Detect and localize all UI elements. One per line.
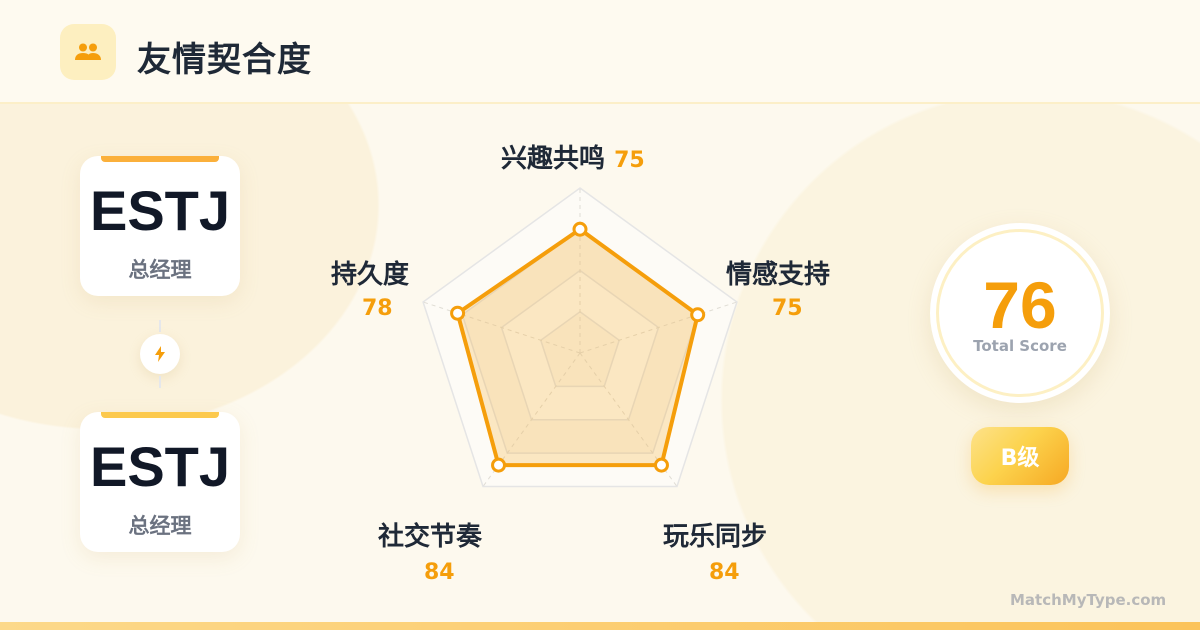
score-ring — [936, 229, 1104, 397]
card-accent — [101, 156, 219, 162]
connector-line — [159, 376, 161, 388]
mbti-role: 总经理 — [128, 514, 192, 538]
person-card-1: ESTJ 总经理 — [80, 156, 240, 296]
total-score-label: Total Score — [973, 337, 1067, 355]
axis-value: 75 — [772, 296, 803, 321]
header: 友情契合度 — [0, 0, 1200, 104]
total-score-badge: 76 Total Score — [930, 223, 1110, 403]
data-point — [450, 305, 466, 321]
brand-watermark: MatchMyType.com — [1010, 591, 1167, 609]
data-point — [690, 307, 706, 323]
axis-label: 兴趣共鸣 75 — [501, 144, 645, 174]
grade-badge: B级 — [971, 427, 1069, 485]
card-accent — [101, 412, 219, 418]
lightning-icon — [140, 334, 180, 374]
grid-axis — [579, 301, 738, 354]
data-point — [491, 457, 507, 473]
axis-value: 84 — [424, 560, 455, 585]
axis-value: 78 — [362, 296, 393, 321]
mbti-type: ESTJ — [89, 179, 231, 242]
data-point — [572, 221, 588, 237]
mbti-role: 总经理 — [128, 258, 192, 282]
page-title: 友情契合度 — [137, 40, 312, 80]
axis-value: 84 — [709, 560, 740, 585]
mbti-type: ESTJ — [89, 435, 231, 498]
bottom-bar — [0, 622, 1200, 630]
total-score: 76 — [983, 268, 1057, 342]
grid-axis — [422, 301, 581, 354]
axis-label: 情感支持 — [726, 260, 831, 290]
person-card-2: ESTJ 总经理 — [80, 412, 240, 552]
axis-label: 玩乐同步 — [663, 522, 768, 552]
axis-label: 持久度 — [331, 260, 410, 290]
connector-line — [159, 320, 161, 332]
axis-label: 社交节奏 — [378, 522, 483, 552]
data-area — [455, 227, 700, 468]
data-point — [653, 457, 669, 473]
axis-value: 75 — [614, 148, 645, 173]
users-icon — [60, 24, 116, 80]
